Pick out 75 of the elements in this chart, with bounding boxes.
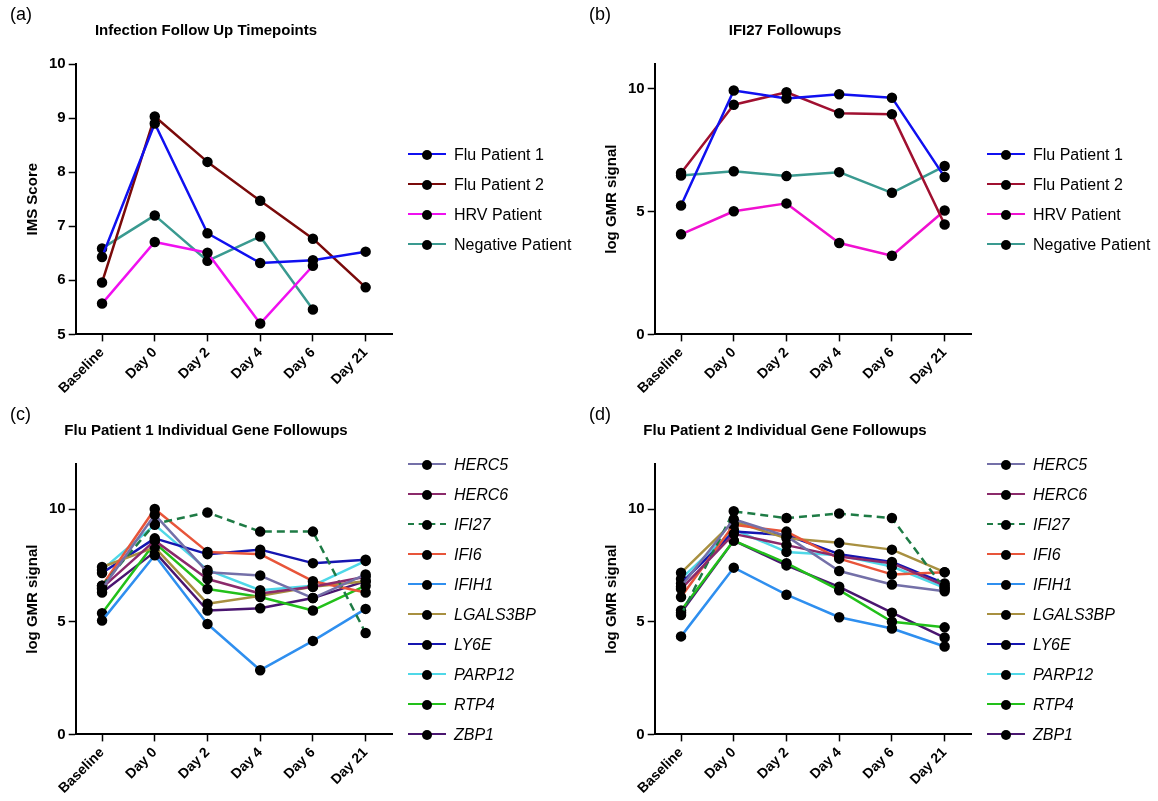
legend-label: Flu Patient 2: [1033, 176, 1123, 194]
x-tick-label: Day 0: [121, 743, 160, 782]
x-tick-label: Day 0: [700, 743, 739, 782]
text: (d): [589, 404, 611, 425]
y-axis-title: IMS Score: [23, 162, 41, 236]
legend-label: IFIH1: [1033, 576, 1073, 594]
legend-label: LGALS3BP: [454, 606, 536, 624]
chart-title: IFI27 Followups: [728, 21, 842, 39]
y-tick-label: 6: [57, 270, 66, 288]
y-tick-label: 7: [57, 216, 66, 234]
x-tick-label: Day 4: [806, 743, 845, 782]
legend-label: HRV Patient: [1033, 206, 1121, 224]
legend-label: LGALS3BP: [1033, 606, 1115, 624]
x-tick-label: Day 2: [753, 343, 792, 382]
legend-label: IFI27: [454, 516, 491, 534]
x-tick-label: Day 2: [753, 743, 792, 782]
y-tick-label: 0: [636, 324, 645, 342]
legend-label: RTP4: [454, 696, 495, 714]
legend-label: Negative Patient: [1033, 236, 1151, 254]
legend-label: IFI6: [1033, 546, 1061, 564]
x-tick-label: Day 0: [700, 343, 739, 382]
x-tick-label: Day 0: [121, 343, 160, 382]
x-tick-label: Day 21: [906, 743, 950, 788]
x-tick-label: Day 6: [280, 343, 318, 382]
x-tick-label: Day 21: [327, 343, 371, 388]
y-tick-label: 10: [628, 78, 645, 96]
y-tick-label: 5: [57, 324, 66, 342]
chart-title: Flu Patient 2 Individual Gene Followups: [643, 421, 927, 439]
y-tick-label: 5: [636, 201, 645, 219]
text: (a): [10, 4, 32, 25]
x-tick-label: Day 4: [227, 343, 266, 382]
y-tick-label: 10: [49, 54, 66, 72]
y-tick-label: 9: [57, 108, 66, 126]
legend-label: HERC5: [454, 456, 509, 474]
legend-label: HERC6: [1033, 486, 1088, 504]
y-tick-label: 5: [636, 611, 645, 629]
legend-label: LY6E: [454, 636, 492, 654]
y-tick-label: 0: [636, 724, 645, 742]
legend-label: HRV Patient: [454, 206, 542, 224]
x-tick-label: Day 21: [327, 743, 371, 788]
legend-label: RTP4: [1033, 696, 1074, 714]
x-tick-label: Day 4: [806, 343, 845, 382]
legend-label: Flu Patient 1: [1033, 146, 1123, 164]
legend-label: Flu Patient 2: [454, 176, 544, 194]
legend-label: ZBP1: [454, 726, 495, 744]
legend-label: Negative Patient: [454, 236, 572, 254]
y-axis-title: log GMR signal: [602, 144, 620, 254]
legend-label: IFIH1: [454, 576, 494, 594]
y-tick-label: 0: [57, 724, 66, 742]
x-tick-label: Day 2: [174, 343, 213, 382]
x-tick-label: Day 2: [174, 743, 213, 782]
chart-title: Infection Follow Up Timepoints: [94, 21, 318, 39]
x-tick-label: Day 4: [227, 743, 266, 782]
y-axis-title: log GMR signal: [23, 544, 41, 654]
legend-label: HERC5: [1033, 456, 1088, 474]
y-tick-label: 10: [628, 499, 645, 517]
legend-label: IFI6: [454, 546, 482, 564]
x-tick-label: Day 6: [859, 743, 897, 782]
chart-title: Flu Patient 1 Individual Gene Followups: [64, 421, 348, 439]
legend-label: Flu Patient 1: [454, 146, 544, 164]
y-axis-title: log GMR signal: [602, 544, 620, 654]
legend-label: PARP12: [1033, 666, 1094, 684]
legend-label: PARP12: [454, 666, 515, 684]
legend-label: LY6E: [1033, 636, 1071, 654]
text: (b): [589, 4, 611, 25]
x-tick-label: Day 6: [859, 343, 897, 382]
legend-label: HERC6: [454, 486, 509, 504]
legend-label: IFI27: [1033, 516, 1070, 534]
x-tick-label: Day 21: [906, 343, 950, 388]
y-tick-label: 10: [49, 499, 66, 517]
y-tick-label: 5: [57, 611, 66, 629]
legend-label: ZBP1: [1033, 726, 1074, 744]
text: (c): [10, 404, 31, 425]
y-tick-label: 8: [57, 162, 66, 180]
x-tick-label: Day 6: [280, 743, 318, 782]
